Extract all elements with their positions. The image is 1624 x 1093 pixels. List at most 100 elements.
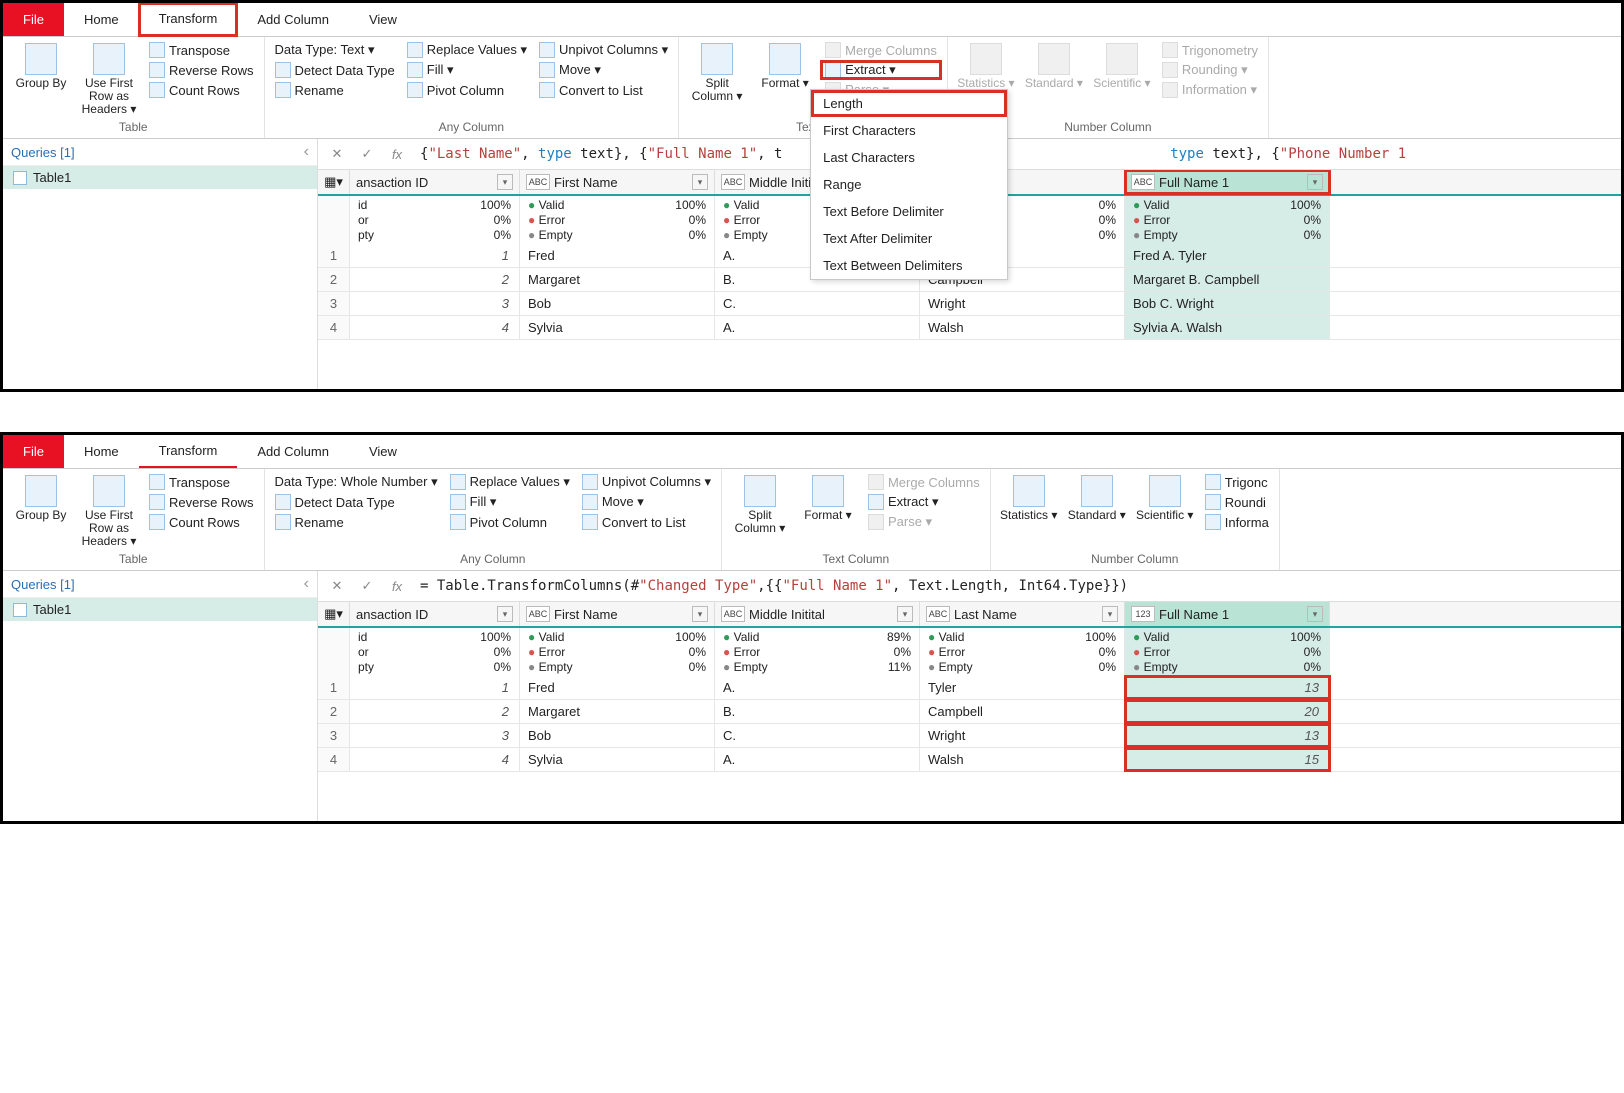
fx-icon[interactable]: fx [386, 143, 408, 165]
col-first-name[interactable]: ABCFirst Name▾ [520, 170, 715, 194]
format-button[interactable]: Format ▾ [796, 471, 860, 522]
pivot-button[interactable]: Pivot Column [403, 81, 531, 99]
transpose-button[interactable]: Transpose [145, 473, 258, 491]
first-row-headers-button[interactable]: Use First Row as Headers ▾ [77, 471, 141, 549]
data-type-button[interactable]: Data Type: Text ▾ [271, 41, 399, 59]
col-transaction-id[interactable]: ansaction ID▾ [350, 602, 520, 626]
extract-range[interactable]: Range [811, 171, 1007, 198]
fill-button[interactable]: Fill ▾ [446, 493, 574, 511]
filter-icon[interactable]: ▾ [1307, 606, 1323, 622]
unpivot-button[interactable]: Unpivot Columns ▾ [578, 473, 715, 491]
filter-icon[interactable]: ▾ [497, 174, 513, 190]
extract-button[interactable]: Extract ▾ [864, 493, 984, 511]
queries-header[interactable]: Queries [1] [11, 577, 75, 592]
type-badge[interactable]: ABC [721, 174, 745, 190]
replace-values-button[interactable]: Replace Values ▾ [403, 41, 531, 59]
fx-icon[interactable]: fx [386, 575, 408, 597]
extract-button[interactable]: Extract ▾ [821, 61, 941, 79]
filter-icon[interactable]: ▾ [897, 606, 913, 622]
col-transaction-id[interactable]: ansaction ID▾ [350, 170, 520, 194]
group-by-button[interactable]: Group By [9, 471, 73, 522]
first-row-headers-button[interactable]: Use First Row as Headers ▾ [77, 39, 141, 117]
table-row[interactable]: 44SylviaA.Walsh15 [318, 748, 1621, 772]
count-rows-button[interactable]: Count Rows [145, 81, 258, 99]
queries-header[interactable]: Queries [1] [11, 145, 75, 160]
reverse-rows-button[interactable]: Reverse Rows [145, 61, 258, 79]
tab-transform[interactable]: Transform [139, 435, 238, 468]
filter-icon[interactable]: ▾ [1102, 606, 1118, 622]
convert-list-button[interactable]: Convert to List [578, 513, 715, 531]
query-table1[interactable]: Table1 [3, 598, 317, 621]
replace-values-button[interactable]: Replace Values ▾ [446, 473, 574, 491]
format-button[interactable]: Format ▾ [753, 39, 817, 90]
type-badge[interactable]: ABC [526, 174, 550, 190]
collapse-icon[interactable]: ‹ [304, 143, 309, 161]
filter-icon[interactable]: ▾ [692, 174, 708, 190]
tab-add-column[interactable]: Add Column [237, 3, 349, 36]
table-corner[interactable]: ▦▾ [318, 170, 350, 194]
trig-button[interactable]: Trigonc [1201, 473, 1273, 491]
unpivot-button[interactable]: Unpivot Columns ▾ [535, 41, 672, 59]
extract-before-delim[interactable]: Text Before Delimiter [811, 198, 1007, 225]
scientific-button[interactable]: Scientific ▾ [1133, 471, 1197, 522]
tab-view[interactable]: View [349, 3, 417, 36]
detect-data-type-button[interactable]: Detect Data Type [271, 61, 399, 79]
tab-transform[interactable]: Transform [139, 3, 238, 36]
formula-input[interactable]: = Table.TransformColumns(#"Changed Type"… [416, 576, 1613, 596]
tab-file[interactable]: File [3, 3, 64, 36]
split-column-button[interactable]: Split Column ▾ [728, 471, 792, 535]
col-last-name[interactable]: ABCLast Name▾ [920, 602, 1125, 626]
col-full-name-1[interactable]: 123Full Name 1▾ [1125, 602, 1330, 626]
extract-length[interactable]: Length [811, 90, 1007, 117]
split-column-button[interactable]: Split Column ▾ [685, 39, 749, 103]
extract-between-delim[interactable]: Text Between Delimiters [811, 252, 1007, 279]
table-row[interactable]: 33BobC.WrightBob C. Wright [318, 292, 1621, 316]
information-button[interactable]: Informa [1201, 513, 1273, 531]
filter-icon[interactable]: ▾ [692, 606, 708, 622]
col-full-name-1[interactable]: ABCFull Name 1▾ [1125, 170, 1330, 194]
filter-icon[interactable]: ▾ [1307, 174, 1323, 190]
tab-file[interactable]: File [3, 435, 64, 468]
collapse-icon[interactable]: ‹ [304, 575, 309, 593]
extract-after-delim[interactable]: Text After Delimiter [811, 225, 1007, 252]
accept-icon[interactable]: ✓ [356, 143, 378, 165]
tab-home[interactable]: Home [64, 3, 139, 36]
type-badge[interactable]: ABC [926, 606, 950, 622]
table-row[interactable]: 22MargaretB.Campbell20 [318, 700, 1621, 724]
formula-input[interactable]: {"Last Name", type text}, {"Full Name 1"… [416, 144, 1613, 164]
table-row[interactable]: 33BobC.Wright13 [318, 724, 1621, 748]
convert-list-button[interactable]: Convert to List [535, 81, 672, 99]
cancel-icon[interactable]: ✕ [326, 143, 348, 165]
rename-button[interactable]: Rename [271, 81, 399, 99]
type-badge[interactable]: ABC [526, 606, 550, 622]
col-first-name[interactable]: ABCFirst Name▾ [520, 602, 715, 626]
type-badge[interactable]: ABC [721, 606, 745, 622]
rounding-button[interactable]: Roundi [1201, 493, 1273, 511]
move-button[interactable]: Move ▾ [535, 61, 672, 79]
extract-dropdown[interactable]: Length First Characters Last Characters … [810, 89, 1008, 280]
fill-button[interactable]: Fill ▾ [403, 61, 531, 79]
tab-view[interactable]: View [349, 435, 417, 468]
table-corner[interactable]: ▦▾ [318, 602, 350, 626]
extract-first-chars[interactable]: First Characters [811, 117, 1007, 144]
tab-home[interactable]: Home [64, 435, 139, 468]
query-table1[interactable]: Table1 [3, 166, 317, 189]
type-badge[interactable]: ABC [1131, 174, 1155, 190]
statistics-button[interactable]: Statistics ▾ [997, 471, 1061, 522]
detect-data-type-button[interactable]: Detect Data Type [271, 493, 442, 511]
move-button[interactable]: Move ▾ [578, 493, 715, 511]
table-row[interactable]: 44SylviaA.WalshSylvia A. Walsh [318, 316, 1621, 340]
count-rows-button[interactable]: Count Rows [145, 513, 258, 531]
tab-add-column[interactable]: Add Column [237, 435, 349, 468]
cancel-icon[interactable]: ✕ [326, 575, 348, 597]
filter-icon[interactable]: ▾ [497, 606, 513, 622]
standard-button[interactable]: Standard ▾ [1065, 471, 1129, 522]
col-middle-initial[interactable]: ABCMiddle Initital▾ [715, 602, 920, 626]
extract-last-chars[interactable]: Last Characters [811, 144, 1007, 171]
reverse-rows-button[interactable]: Reverse Rows [145, 493, 258, 511]
rename-button[interactable]: Rename [271, 513, 442, 531]
group-by-button[interactable]: Group By [9, 39, 73, 90]
data-type-button[interactable]: Data Type: Whole Number ▾ [271, 473, 442, 491]
transpose-button[interactable]: Transpose [145, 41, 258, 59]
accept-icon[interactable]: ✓ [356, 575, 378, 597]
